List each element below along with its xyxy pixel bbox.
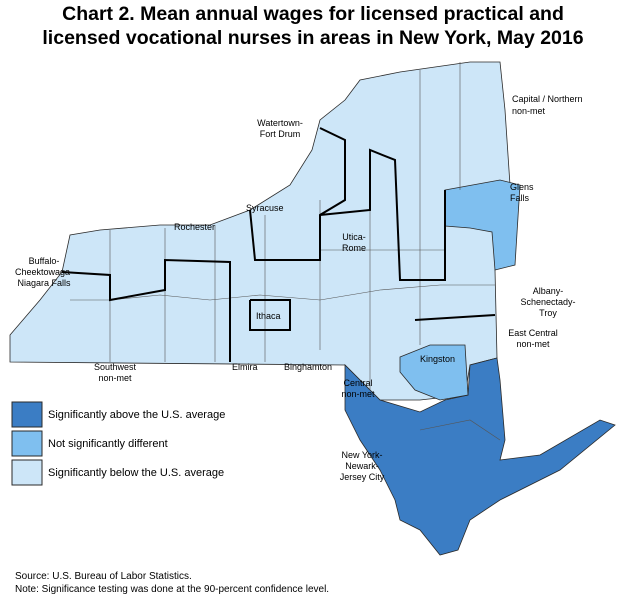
area-label: Falls (510, 193, 530, 203)
region-not-different (444, 179, 521, 271)
area-label: Albany- (533, 286, 564, 296)
region-not-different (399, 344, 469, 401)
legend-label: Not significantly different (48, 438, 168, 450)
area-label: East Central (508, 328, 558, 338)
area-label: Utica- (342, 232, 366, 242)
area-label: Syracuse (246, 203, 284, 213)
legend-label: Significantly above the U.S. average (48, 409, 225, 421)
legend-swatch (11, 430, 43, 457)
area-labels: Capital / Northern non-met Watertown- Fo… (15, 94, 583, 482)
source: Source: U.S. Bureau of Labor Statistics. (15, 571, 192, 582)
legend-swatch (11, 401, 43, 428)
area-label: Capital / Northern (512, 94, 583, 104)
title-line: licensed vocational nurses in areas in N… (42, 27, 583, 49)
area-label: Schenectady- (520, 297, 575, 307)
area-label: Ithaca (256, 311, 281, 321)
title-line: Chart 2. Mean annual wages for licensed … (62, 3, 564, 25)
area-label: Rome (342, 243, 366, 253)
area-label: Newark- (345, 461, 379, 471)
legend: Significantly above the U.S. average Not… (11, 401, 225, 486)
note: Note: Significance testing was done at t… (15, 584, 329, 595)
area-label: Niagara Falls (17, 278, 71, 288)
area-label: non-met (512, 106, 546, 116)
legend-label: Significantly below the U.S. average (48, 467, 224, 479)
area-label: Cheektowaga- (15, 267, 73, 277)
area-label: New York- (341, 450, 382, 460)
area-label: Glens (510, 182, 534, 192)
area-label: Kingston (420, 354, 455, 364)
area-label: Rochester (174, 222, 215, 232)
area-label: non-met (516, 339, 550, 349)
area-label: Jersey City (340, 472, 385, 482)
area-label: Binghamton (284, 362, 332, 372)
region-above (344, 357, 616, 556)
area-label: Southwest (94, 362, 137, 372)
area-label: Watertown- (257, 118, 303, 128)
state-map (9, 61, 616, 556)
area-label: Fort Drum (260, 129, 301, 139)
legend-swatch (11, 459, 43, 486)
area-label: Troy (539, 308, 557, 318)
area-label: Elmira (232, 362, 258, 372)
area-label: Central (343, 378, 372, 388)
area-label: non-met (341, 389, 375, 399)
area-label: non-met (98, 373, 132, 383)
area-label: Buffalo- (29, 256, 60, 266)
